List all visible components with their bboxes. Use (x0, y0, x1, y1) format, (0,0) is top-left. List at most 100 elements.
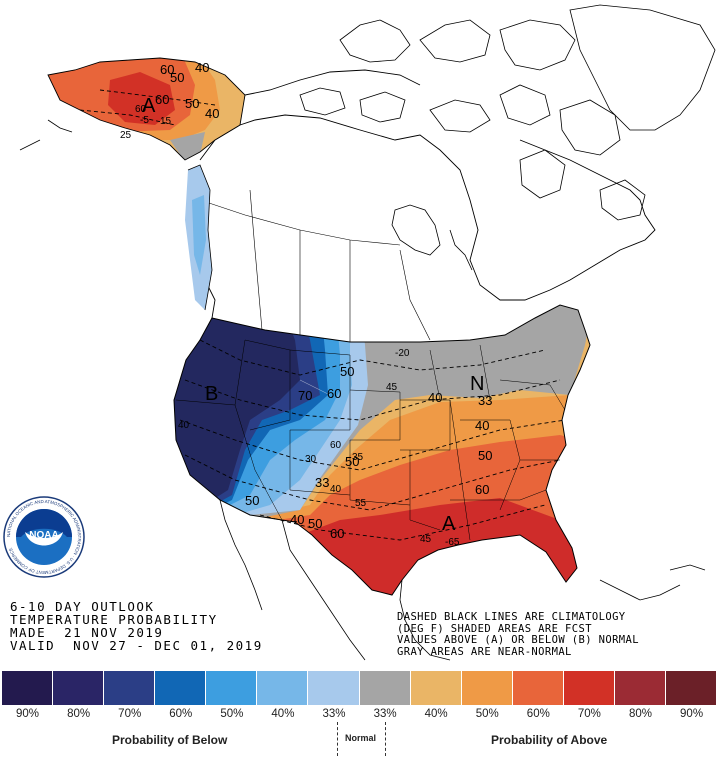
prob-label: 50 (340, 364, 354, 379)
legend-line: DASHED BLACK LINES ARE CLIMATOLOGY (397, 611, 626, 623)
colorbar-label: 50% (475, 708, 499, 720)
prob-label: 60 (330, 526, 344, 541)
legend-line: (DEG F) SHADED AREAS ARE FCST (397, 622, 592, 635)
noaa-logo-text: NOAA (29, 530, 58, 541)
colorbar-label: 60% (526, 708, 550, 720)
colorbar-label: 40% (271, 708, 295, 720)
conus-outline (173, 304, 591, 596)
title-line: MADE 21 NOV 2019 (10, 625, 164, 640)
clim-label: 55 (355, 498, 367, 509)
clim-label: 35 (352, 452, 364, 463)
clim-label: 40 (330, 484, 342, 495)
above-caption: Probability of Above (491, 733, 608, 747)
clim-label: -20 (395, 348, 410, 359)
prob-label: 60 (155, 92, 169, 107)
colorbar-swatch-above-40 (410, 671, 462, 705)
colorbar-label: 33% (322, 708, 346, 720)
prob-label: 40 (290, 512, 304, 527)
prob-label: 50 (308, 516, 322, 531)
title-line: TEMPERATURE PROBABILITY (10, 612, 218, 627)
colorbar-swatch-below-90 (2, 671, 54, 705)
colorbar-labels: 90% 80% 70% 60% 50% 40% 33% 33% 40% 50% … (2, 708, 717, 720)
prob-label: 33 (315, 475, 329, 490)
normal-separator-right (385, 722, 386, 756)
colorbar-swatch-below-40 (257, 671, 309, 705)
normal-caption: Normal (345, 733, 377, 743)
colorbar-label: 60% (169, 708, 193, 720)
colorbar-swatch-below-70 (104, 671, 156, 705)
clim-label: -65 (445, 537, 460, 548)
probability-text: 50 60 40 50 40 60 50 70 60 50 50 40 33 4… (155, 60, 492, 541)
prob-label: 50 (170, 70, 184, 85)
legend-line: GRAY AREAS ARE NEAR-NORMAL (397, 645, 572, 658)
bc-coast-blue (192, 195, 206, 275)
colorbar (2, 671, 718, 705)
colorbar-swatch-below-80 (53, 671, 105, 705)
clim-label: 45 (420, 534, 432, 545)
colorbar-label: 90% (680, 708, 704, 720)
alaska-above-letter: A (142, 95, 156, 117)
near-normal-letter: N (470, 373, 484, 395)
colorbar-swatch-below-33 (308, 671, 360, 705)
alaska-outline (47, 57, 246, 161)
canada-province-lines (199, 189, 431, 342)
prob-label: 40 (428, 390, 442, 405)
climatology-lines (79, 89, 566, 541)
prob-label: 60 (160, 62, 174, 77)
arctic-islands (299, 19, 646, 271)
clim-label: 60 (135, 104, 147, 115)
aleutians (19, 119, 73, 151)
prob-label: 40 (475, 418, 489, 433)
prob-label: 33 (478, 393, 492, 408)
prob-label: 40 (195, 60, 209, 75)
colorbar-label: 70% (577, 708, 601, 720)
normal-separator-left (337, 722, 338, 756)
colorbar-label: 80% (628, 708, 652, 720)
title-line: 6-10 DAY OUTLOOK (10, 599, 155, 614)
clim-label: 60 (330, 440, 342, 451)
prob-label: 50 (345, 454, 359, 469)
clim-label: -5 (140, 115, 149, 126)
prob-label: 50 (245, 493, 259, 508)
colorbar-label: 90% (16, 708, 40, 720)
alaska-shading (48, 58, 245, 160)
title-line: VALID NOV 27 - DEC 01, 2019 (10, 638, 263, 653)
prob-label: 40 (205, 106, 219, 121)
state-lines (175, 339, 566, 541)
conus-shading (174, 305, 590, 595)
colorbar-label: 50% (220, 708, 244, 720)
prob-label: 60 (475, 482, 489, 497)
canada-outline (189, 69, 656, 319)
colorbar-label: 40% (424, 708, 448, 720)
prob-label: 70 (298, 388, 312, 403)
colorbar-label: 70% (118, 708, 142, 720)
noaa-logo: NOAA NATIONAL OCEANIC AND ATMOSPHERIC AD… (3, 496, 85, 578)
probability-contours (299, 379, 331, 396)
clim-label: 40 (178, 420, 190, 431)
clim-label: 45 (386, 382, 398, 393)
prob-label: 60 (327, 386, 341, 401)
colorbar-swatch-below-60 (155, 671, 207, 705)
colorbar-swatch-below-50 (206, 671, 258, 705)
climatology-text: 40 45 -20 30 35 40 55 45 -65 60 -5 15 60… (120, 104, 460, 548)
prob-label: 50 (478, 448, 492, 463)
above-letter: A (442, 513, 456, 535)
colorbar-swatch-above-60 (512, 671, 564, 705)
colorbar-label: 80% (67, 708, 91, 720)
outlook-map: 50 60 40 50 40 60 50 70 60 50 50 40 33 4… (19, 4, 716, 661)
outlook-title-block: 6-10 DAY OUTLOOK TEMPERATURE PROBABILITY M… (10, 600, 263, 652)
below-caption: Probability of Below (112, 733, 228, 747)
map-legend-note: DASHED BLACK LINES ARE CLIMATOLOGY (DEG F… (397, 611, 639, 658)
colorbar-swatch-above-70 (563, 671, 615, 705)
colorbar-swatch-normal (359, 671, 411, 705)
below-letter: B (205, 383, 218, 405)
colorbar-swatch-above-80 (614, 671, 667, 705)
prob-label: 50 (185, 96, 199, 111)
legend-line: VALUES ABOVE (A) OR BELOW (B) NORMAL (397, 634, 639, 646)
clim-label: 15 (160, 116, 172, 127)
mexico-outline (219, 499, 706, 661)
greenland-outline (569, 4, 716, 131)
colorbar-label: 33% (373, 708, 397, 720)
colorbar-swatch-above-50 (461, 671, 513, 705)
clim-label: 25 (120, 130, 132, 141)
